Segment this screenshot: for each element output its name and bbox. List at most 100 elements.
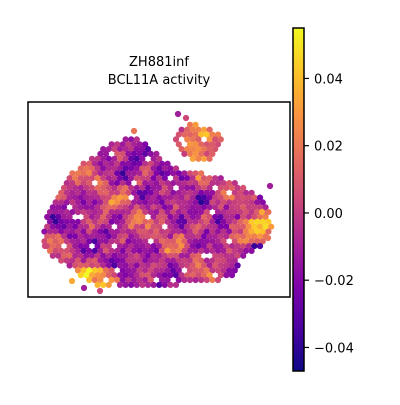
tissue-spot bbox=[214, 131, 222, 138]
tissue-spot bbox=[60, 223, 68, 230]
tissue-spot bbox=[72, 233, 79, 240]
tissue-spot bbox=[83, 213, 90, 221]
tissue-spot bbox=[198, 180, 205, 187]
tissue-spot bbox=[150, 175, 157, 182]
tissue-spot bbox=[170, 180, 177, 187]
tissue-spot bbox=[69, 189, 76, 196]
tissue-spot bbox=[144, 146, 152, 153]
tissue-spot bbox=[133, 175, 140, 182]
tissue-spot bbox=[172, 194, 180, 201]
tissue-spot bbox=[172, 204, 180, 211]
tissue-spot bbox=[226, 257, 233, 264]
tissue-spot bbox=[217, 136, 224, 143]
colorbar-ticks: −0.04 −0.02 0.00 0.02 0.04 bbox=[304, 72, 354, 356]
tissue-spot bbox=[198, 276, 205, 284]
tissue-spot bbox=[86, 267, 93, 274]
tissue-spot bbox=[184, 213, 191, 221]
tissue-spot bbox=[256, 243, 264, 250]
tissue-spot bbox=[128, 146, 135, 153]
tissue-spot bbox=[248, 189, 255, 196]
tissue-spot bbox=[153, 247, 160, 254]
tissue-spot bbox=[142, 189, 149, 196]
tissue-spot bbox=[164, 247, 171, 254]
tissue-spot bbox=[156, 243, 163, 250]
tissue-spot bbox=[63, 238, 70, 245]
tissue-spot bbox=[119, 228, 126, 235]
tissue-spot bbox=[195, 233, 202, 240]
tissue-spot bbox=[147, 267, 154, 274]
tissue-spot bbox=[212, 233, 219, 240]
tissue-spot bbox=[226, 267, 233, 274]
tissue-spot bbox=[186, 228, 194, 235]
tissue-spot bbox=[102, 150, 110, 157]
tissue-spot bbox=[74, 189, 82, 196]
tissue-spot bbox=[161, 243, 168, 250]
tissue-spot bbox=[91, 189, 98, 196]
tissue-spot bbox=[130, 209, 138, 216]
tissue-spot bbox=[234, 184, 241, 191]
tissue-spot bbox=[74, 180, 82, 187]
tissue-spot bbox=[184, 175, 191, 182]
tissue-spot bbox=[264, 234, 272, 242]
tissue-spot bbox=[178, 213, 185, 221]
tissue-spot bbox=[114, 238, 121, 245]
tissue-spot bbox=[80, 170, 87, 177]
tissue-spot bbox=[172, 233, 180, 240]
tissue-spot bbox=[119, 238, 126, 245]
tissue-spot bbox=[212, 146, 219, 153]
tissue-spot bbox=[69, 170, 76, 177]
tissue-spot bbox=[128, 213, 135, 221]
tissue-spot bbox=[147, 180, 154, 187]
tissue-spot bbox=[209, 228, 216, 235]
tissue-spot bbox=[94, 223, 101, 230]
tissue-spot bbox=[52, 238, 59, 245]
tissue-spot bbox=[83, 175, 90, 182]
tissue-spot bbox=[114, 228, 121, 235]
tissue-spot bbox=[156, 204, 163, 211]
tissue-spot bbox=[111, 262, 118, 269]
tissue-spot bbox=[184, 252, 191, 259]
tissue-spot bbox=[100, 262, 107, 269]
tissue-spot bbox=[122, 165, 129, 172]
tissue-spot bbox=[167, 272, 174, 279]
tissue-spot bbox=[167, 262, 174, 269]
tissue-spot bbox=[80, 238, 87, 245]
tissue-spot bbox=[172, 252, 180, 259]
tissue-spot bbox=[192, 170, 199, 177]
tissue-spot bbox=[108, 189, 115, 196]
tissue-spot bbox=[116, 175, 124, 182]
tissue-spot bbox=[122, 146, 129, 153]
tissue-spot bbox=[119, 257, 126, 264]
tissue-spot bbox=[114, 189, 121, 196]
tissue-spot bbox=[256, 204, 264, 211]
tissue-spot bbox=[55, 213, 62, 221]
tissue-spot bbox=[203, 131, 210, 138]
tissue-spot bbox=[130, 141, 138, 148]
tissue-spot bbox=[242, 238, 250, 245]
tissue-spot bbox=[130, 247, 138, 254]
tissue-spot bbox=[88, 272, 96, 279]
tissue-spot bbox=[206, 126, 213, 133]
tissue-spot bbox=[200, 204, 208, 211]
tissue-spot bbox=[136, 257, 143, 264]
tissue-spot bbox=[153, 238, 160, 245]
tissue-spot bbox=[83, 252, 90, 259]
tissue-spot bbox=[245, 213, 252, 221]
tissue-spot bbox=[108, 276, 115, 284]
tissue-spot bbox=[125, 199, 132, 206]
tissue-spot bbox=[234, 233, 241, 240]
tissue-spot bbox=[226, 209, 233, 216]
tissue-spot bbox=[128, 155, 135, 162]
tissue-spot bbox=[108, 199, 115, 206]
tissue-spot bbox=[130, 238, 138, 245]
tissue-spot bbox=[136, 276, 143, 284]
tissue-spot bbox=[200, 243, 208, 250]
tissue-spot bbox=[136, 141, 143, 148]
tissue-spot bbox=[102, 180, 110, 187]
tissue-spot bbox=[158, 199, 166, 206]
tissue-spot bbox=[228, 204, 236, 211]
tissue-spot bbox=[212, 223, 219, 230]
tissue-spot bbox=[223, 194, 230, 201]
tissue-spot bbox=[214, 257, 222, 264]
tissue-spot bbox=[144, 165, 152, 172]
